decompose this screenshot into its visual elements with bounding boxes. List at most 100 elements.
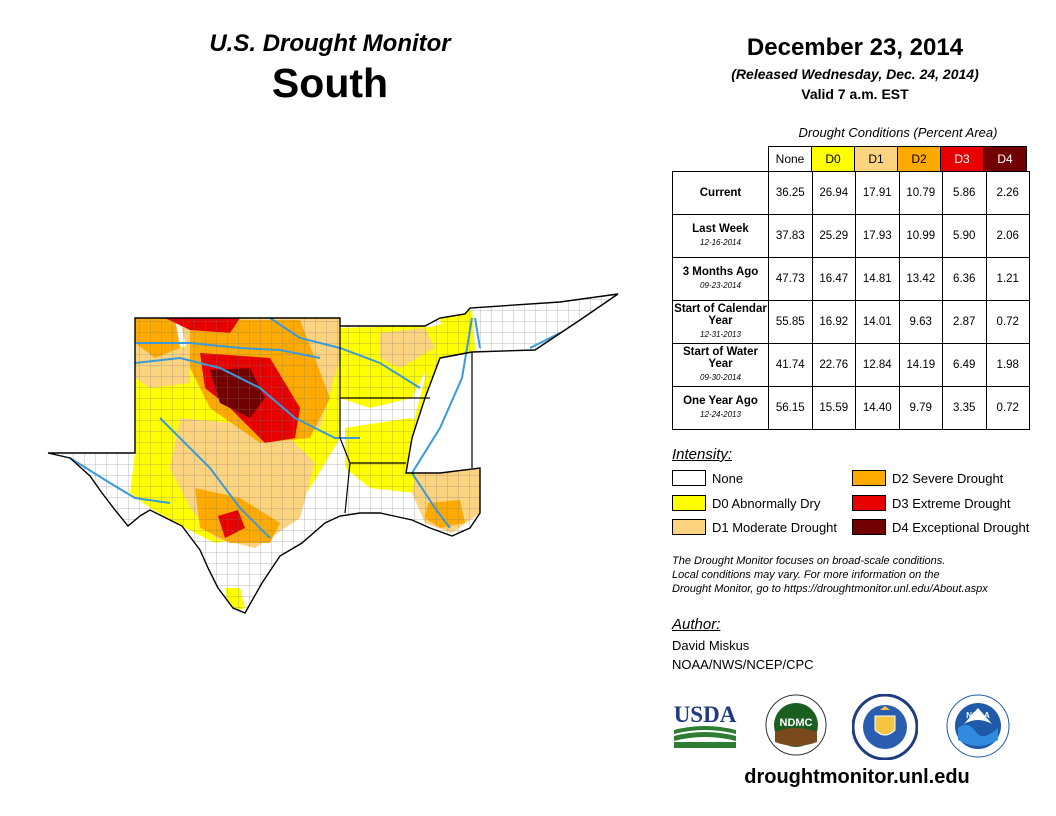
row-period: Current: [672, 171, 769, 215]
doc-seal-eagle-icon: [880, 706, 890, 710]
ndmc-logo: NDMC: [765, 694, 827, 756]
table-cell: 14.81: [855, 257, 900, 301]
legend-swatch-none: [672, 470, 706, 486]
table-cell: 37.83: [768, 214, 813, 258]
table-cell: 6.49: [942, 343, 987, 387]
table-row: Start of Water Year 09-30-2014 41.74 22.76 1…: [672, 343, 1030, 387]
canadian-river: [135, 342, 321, 359]
col-header-none: None: [768, 146, 812, 172]
table-cell: 0.72: [985, 300, 1030, 344]
table-row: Last Week 12-16-2014 37.83 25.29 17.93 10.99 5…: [672, 214, 1030, 258]
ndmc-land: [775, 728, 817, 746]
usda-field-stripe: [674, 726, 736, 734]
table-cell: 14.01: [855, 300, 900, 344]
table-cell: 14.40: [855, 386, 900, 430]
table-cell: 15.59: [811, 386, 856, 430]
rivers: [69, 317, 561, 539]
website-link[interactable]: droughtmonitor.unl.edu: [744, 766, 970, 788]
col-header-d4: D4: [983, 146, 1027, 172]
title-block: U.S. Drought Monitor South: [150, 30, 510, 107]
legend-label-d3: D3 Extreme Drought: [892, 495, 1011, 511]
mississippi-river: [410, 317, 473, 529]
row-period-label: Last Week: [692, 223, 749, 235]
row-period: Start of Water Year 09-30-2014: [672, 343, 769, 387]
col-header-d3: D3: [940, 146, 984, 172]
page-title: U.S. Drought Monitor: [209, 30, 451, 57]
date-block: December 23, 2014 (Released Wednesday, D…: [670, 34, 1040, 102]
table-cell: 16.47: [811, 257, 856, 301]
table-cell: 3.35: [942, 386, 987, 430]
note-line-1: The Drought Monitor focuses on broad-sca…: [672, 555, 946, 567]
author-title: Author:: [672, 616, 721, 633]
state-borders: [339, 326, 473, 514]
doc-seal-shield-icon: [874, 715, 896, 736]
table-cell: 2.26: [985, 171, 1030, 215]
table-cell: 17.91: [855, 171, 900, 215]
row-period: Last Week 12-16-2014: [672, 214, 769, 258]
table-cell: 12.84: [855, 343, 900, 387]
table-row: One Year Ago 12-24-2013 56.15 15.59 14.40 9.7…: [672, 386, 1030, 430]
row-period-label: 3 Months Ago: [682, 266, 759, 278]
table-cell: 1.98: [985, 343, 1030, 387]
legend-label-d2: D2 Severe Drought: [892, 470, 1004, 486]
table-cell: 13.42: [898, 257, 943, 301]
table-cell: 36.25: [768, 171, 813, 215]
table-cell: 10.79: [898, 171, 943, 215]
row-period-date: 12-16-2014: [700, 238, 741, 247]
legend-item-d2: D2 Severe Drought: [852, 470, 1003, 486]
col-header-d0: D0: [811, 146, 855, 172]
region-title: South: [271, 60, 389, 106]
legend-swatch-d3: [852, 495, 886, 511]
legend-item-none: None: [672, 470, 743, 486]
note-line-3: Drought Monitor, go to https://droughtmo…: [672, 583, 988, 595]
legend-swatch-d2: [852, 470, 886, 486]
county-grid: [48, 294, 618, 613]
drought-map: [47, 293, 619, 614]
row-period-label: Start of Water Year: [683, 346, 758, 370]
region-outline: [47, 293, 619, 614]
table-cell: 56.15: [768, 386, 813, 430]
table-cell: 2.87: [942, 300, 987, 344]
table-cell: 0.72: [985, 386, 1030, 430]
row-period-date: 09-30-2014: [700, 373, 741, 382]
table-cell: 17.93: [855, 214, 900, 258]
row-period-date: 12-24-2013: [700, 410, 741, 419]
author-org: NOAA/NWS/NCEP/CPC: [672, 657, 814, 672]
row-period: 3 Months Ago 09-23-2014: [672, 257, 769, 301]
legend-swatch-d1: [672, 519, 706, 535]
map-date: December 23, 2014: [746, 34, 964, 61]
col-header-d1: D1: [854, 146, 898, 172]
row-period-date: 12-31-2013: [700, 330, 741, 339]
table-row: Current 36.25 26.94 17.91 10.79 5.86 2.26: [672, 171, 1030, 215]
legend-item-d4: D4 Exceptional Drought: [852, 519, 1029, 535]
legend-label-d4: D4 Exceptional Drought: [892, 519, 1030, 535]
noaa-wave-icon: [958, 724, 998, 746]
legend-swatch-d4: [852, 519, 886, 535]
release-date: (Released Wednesday, Dec. 24, 2014): [731, 66, 979, 82]
table-cell: 2.06: [985, 214, 1030, 258]
legend-label-d1: D1 Moderate Drought: [712, 519, 838, 535]
row-period-label: Start of Calendar Year: [674, 303, 767, 327]
table-cell: 1.21: [985, 257, 1030, 301]
red-river: [134, 356, 360, 439]
legend-item-d0: D0 Abnormally Dry: [672, 495, 820, 511]
row-period-label: Current: [699, 187, 742, 199]
drought-stats-table: Current 36.25 26.94 17.91 10.79 5.86 2.26 Last …: [672, 171, 1030, 430]
col-header-d2: D2: [897, 146, 941, 172]
table-cell: 47.73: [768, 257, 813, 301]
table-row: 3 Months Ago 09-23-2014 47.73 16.47 14.81 13.…: [672, 257, 1030, 301]
ndmc-logo-text: NDMC: [780, 717, 813, 729]
brazos-river: [159, 417, 271, 539]
table-cell: 6.36: [942, 257, 987, 301]
legend-label-none: None: [712, 470, 744, 486]
usda-logo: USDA: [674, 702, 737, 748]
usda-base-bar: [674, 742, 736, 748]
table-cell: 5.90: [942, 214, 987, 258]
row-period-date: 09-23-2014: [700, 281, 741, 290]
legend-swatch-d0: [672, 495, 706, 511]
noaa-logo: NOAA: [946, 694, 1010, 758]
row-period: One Year Ago 12-24-2013: [672, 386, 769, 430]
row-period: Start of Calendar Year 12-31-2013: [672, 300, 769, 344]
table-cell: 22.76: [811, 343, 856, 387]
table-cell: 10.99: [898, 214, 943, 258]
